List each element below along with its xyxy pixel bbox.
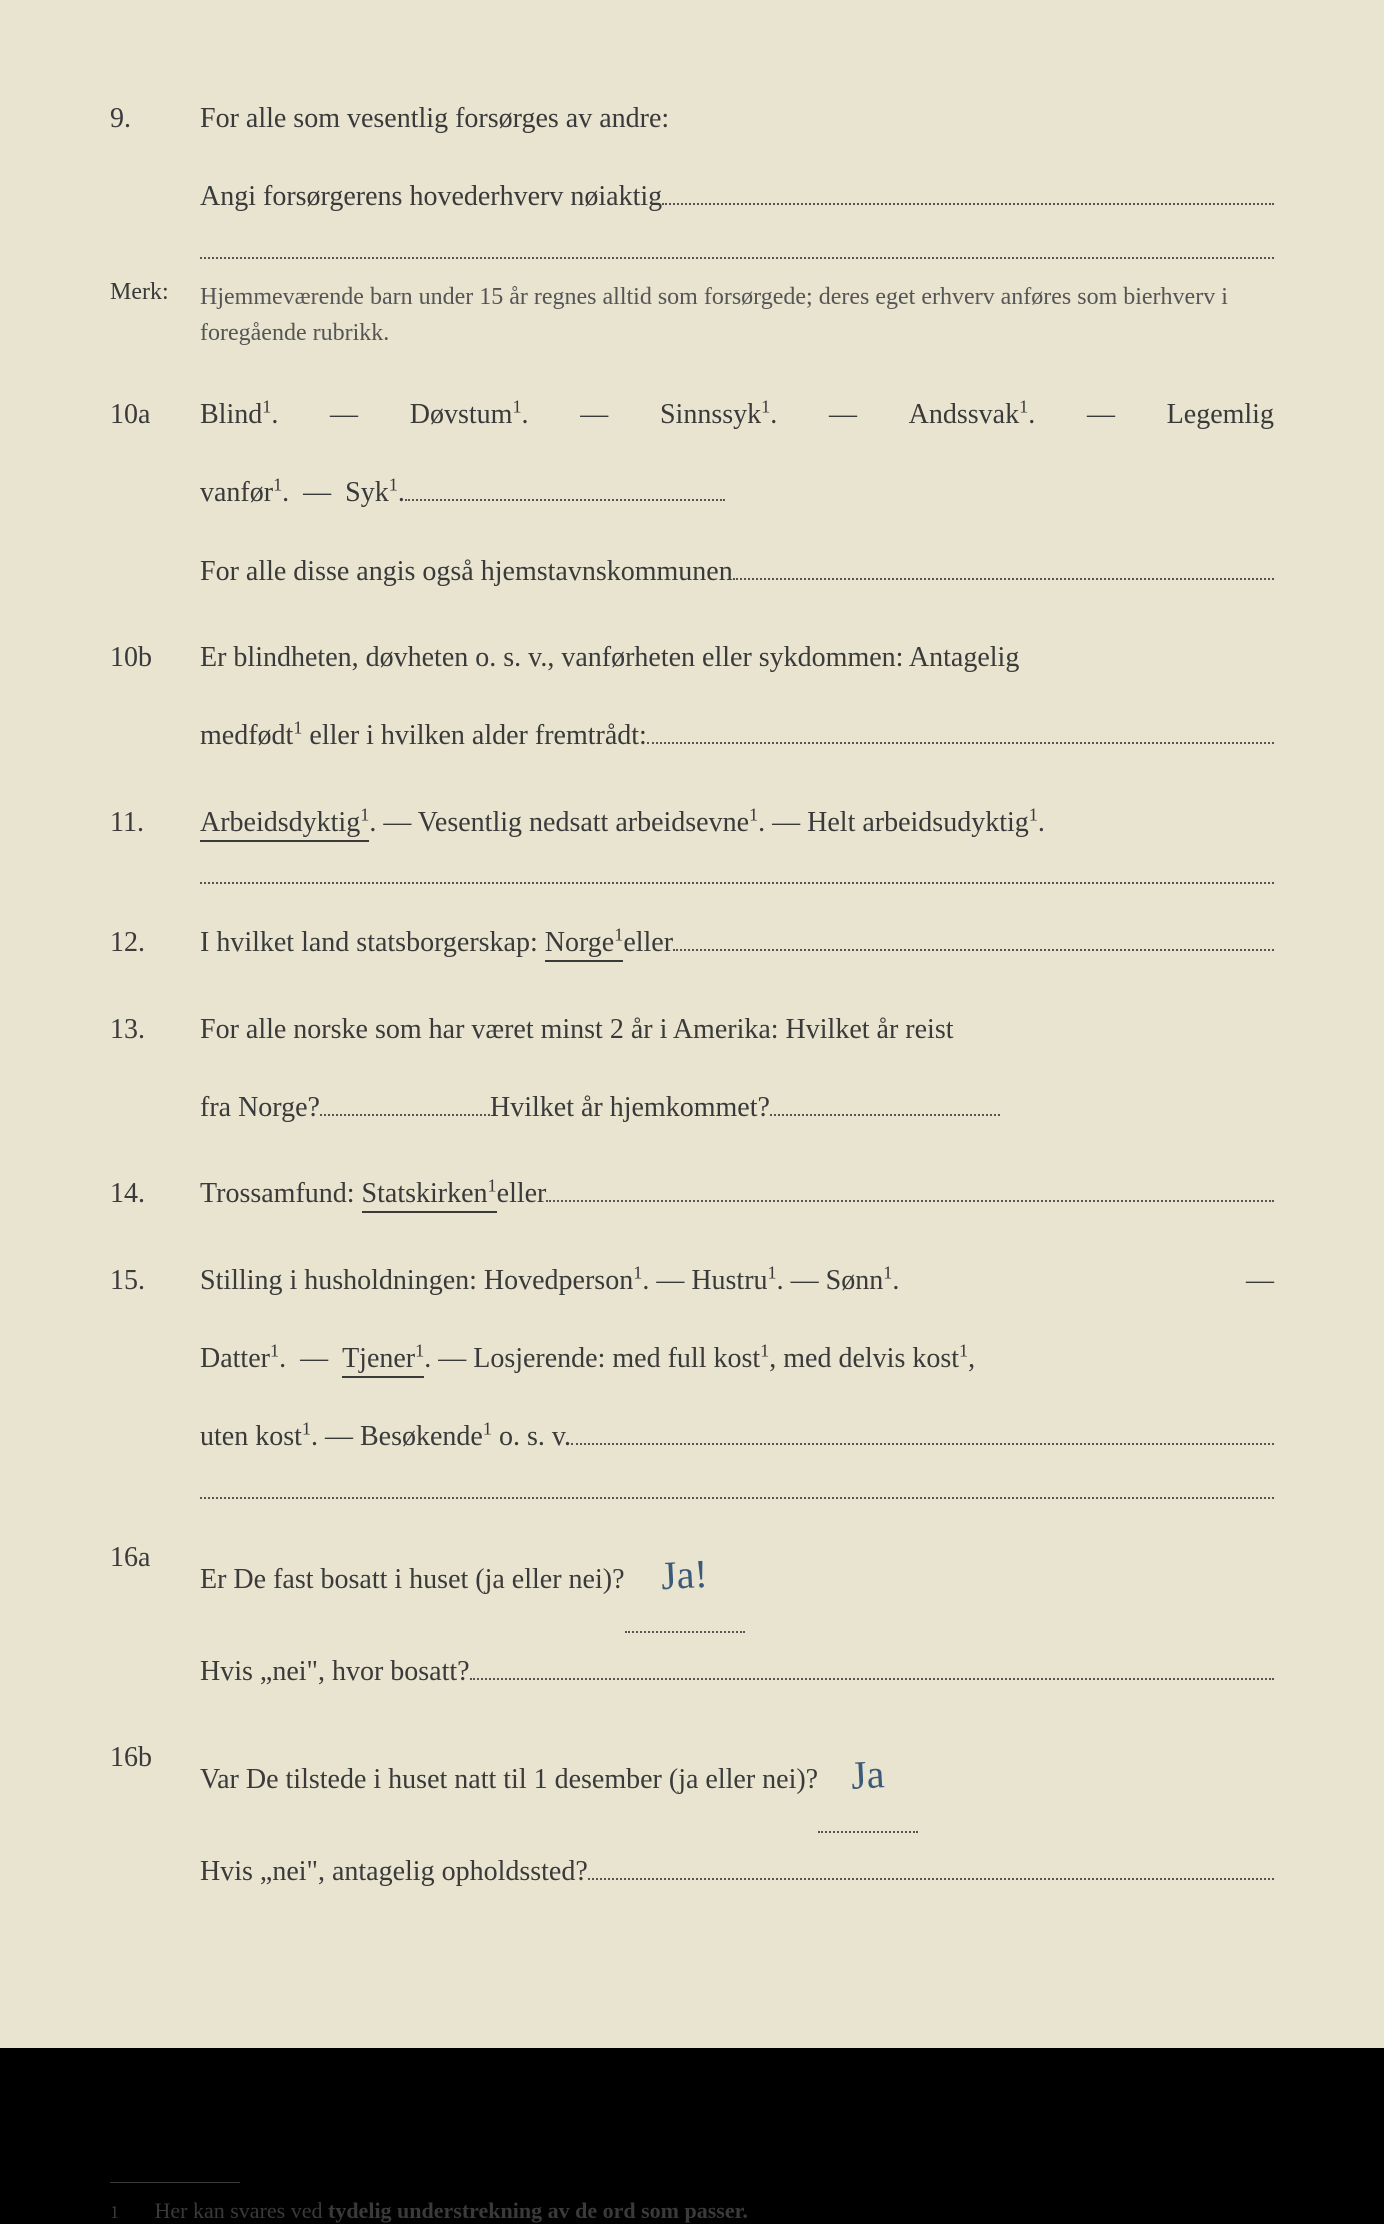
q12-content: I hvilket land statsborgerskap: Norge1 e… [200, 904, 1274, 982]
q16b-q: Var De tilstede i huset natt til 1 desem… [200, 1741, 818, 1819]
q15-line3: uten kost1. — Besøkende1 o. s. v. [200, 1398, 1274, 1476]
q14-post: eller [497, 1155, 547, 1233]
q10a-line2: vanfør1. — Syk1. [200, 454, 1274, 532]
merk-label: Merk: [110, 279, 200, 351]
footnote-text-bold: tydelig understrekning av de ord som pas… [328, 2198, 748, 2223]
q16b-number: 16b [110, 1719, 200, 1911]
footnote: 1 Her kan svares ved tydelig understrekn… [110, 2198, 1274, 2224]
q16a-q: Er De fast bosatt i huset (ja eller nei)… [200, 1541, 625, 1619]
q13-line2: fra Norge? Hvilket år hjemkommet? [200, 1069, 1274, 1147]
q9-line2: Angi forsørgerens hovederhverv nøiaktig [200, 158, 1274, 236]
divider [200, 257, 1274, 259]
question-14: 14. Trossamfund: Statskirken1 eller [110, 1155, 1274, 1233]
opt-dovstum: Døvstum1. [410, 376, 529, 454]
divider [200, 882, 1274, 884]
q11-number: 11. [110, 784, 200, 862]
q15-line1: Stilling i husholdningen: Hovedperson1. … [200, 1242, 1274, 1320]
blank-line [470, 1646, 1274, 1680]
q10a-line3: For alle disse angis også hjemstavnskomm… [200, 533, 1274, 611]
opt-norge: Norge1 [538, 904, 624, 982]
question-9: 9. For alle som vesentlig forsørges av a… [110, 80, 1274, 237]
q12-post: eller [623, 904, 673, 982]
opt-statskirken: Statskirken1 [355, 1155, 497, 1233]
q12-pre: I hvilket land statsborgerskap: [200, 904, 538, 982]
footnote-num: 1 [110, 2202, 119, 2222]
q10b-line1: Er blindheten, døvheten o. s. v., vanfør… [200, 619, 1274, 697]
q16b-answer-field: Ja [818, 1719, 918, 1833]
q13-line1: For alle norske som har været minst 2 år… [200, 991, 1274, 1069]
q15-content: Stilling i husholdningen: Hovedperson1. … [200, 1242, 1274, 1477]
q10b-content: Er blindheten, døvheten o. s. v., vanfør… [200, 619, 1274, 776]
question-10a: 10a Blind1. — Døvstum1. — Sinnssyk1. — A… [110, 376, 1274, 611]
question-13: 13. For alle norske som har været minst … [110, 991, 1274, 1148]
q16a-line2: Hvis „nei", hvor bosatt? [200, 1633, 1274, 1711]
q15-number: 15. [110, 1242, 200, 1477]
opt-blind: Blind1. [200, 376, 278, 454]
handwritten-ja-1: Ja! [658, 1518, 710, 1632]
opt-legemlig: Legemlig [1167, 376, 1274, 454]
footnote-rule [110, 2182, 240, 2183]
merk-text: Hjemmeværende barn under 15 år regnes al… [200, 279, 1274, 351]
opt-sinnssyk: Sinnssyk1. [660, 376, 777, 454]
document-page: 9. For alle som vesentlig forsørges av a… [0, 0, 1384, 2048]
question-12: 12. I hvilket land statsborgerskap: Norg… [110, 904, 1274, 982]
blank-line [770, 1082, 1000, 1116]
q9-line2-text: Angi forsørgerens hovederhverv nøiaktig [200, 158, 662, 236]
q10a-content: Blind1. — Døvstum1. — Sinnssyk1. — Andss… [200, 376, 1274, 611]
q9-line1: For alle som vesentlig forsørges av andr… [200, 80, 1274, 158]
q16a-line2-text: Hvis „nei", hvor bosatt? [200, 1633, 470, 1711]
q10a-line3-text: For alle disse angis også hjemstavnskomm… [200, 533, 733, 611]
blank-line [546, 1169, 1274, 1203]
q15-line2: Datter1. — Tjener1. — Losjerende: med fu… [200, 1320, 1274, 1398]
merk-note: Merk: Hjemmeværende barn under 15 år reg… [110, 279, 1274, 351]
question-11: 11. Arbeidsdyktig1. — Vesentlig nedsatt … [110, 784, 1274, 862]
question-10b: 10b Er blindheten, døvheten o. s. v., va… [110, 619, 1274, 776]
q10b-line2: medfødt1 eller i hvilken alder fremtrådt… [200, 697, 1274, 775]
opt-tjener: Tjener1 [342, 1343, 424, 1378]
q14-number: 14. [110, 1155, 200, 1233]
question-16a: 16a Er De fast bosatt i huset (ja eller … [110, 1519, 1274, 1711]
q16a-content: Er De fast bosatt i huset (ja eller nei)… [200, 1519, 1274, 1711]
q10a-number: 10a [110, 376, 200, 611]
q16a-answer-field: Ja! [625, 1519, 745, 1633]
q9-content: For alle som vesentlig forsørges av andr… [200, 80, 1274, 237]
footnote-text-pre: Her kan svares ved [155, 2198, 329, 2223]
blank-line [662, 172, 1274, 206]
q16a-number: 16a [110, 1519, 200, 1711]
q16b-content: Var De tilstede i huset natt til 1 desem… [200, 1719, 1274, 1911]
opt-arbeidsdyktig: Arbeidsdyktig1 [200, 807, 369, 842]
q14-content: Trossamfund: Statskirken1 eller [200, 1155, 1274, 1233]
q14-pre: Trossamfund: [200, 1155, 355, 1233]
q16a-line1: Er De fast bosatt i huset (ja eller nei)… [200, 1519, 1274, 1633]
blank-line [647, 711, 1274, 745]
blank-line [571, 1412, 1274, 1446]
q10a-line1: Blind1. — Døvstum1. — Sinnssyk1. — Andss… [200, 376, 1274, 454]
q13-line2b: Hvilket år hjemkommet? [490, 1069, 770, 1147]
q11-content: Arbeidsdyktig1. — Vesentlig nedsatt arbe… [200, 784, 1274, 862]
q13-line2a: fra Norge? [200, 1069, 320, 1147]
q10b-number: 10b [110, 619, 200, 776]
question-15: 15. Stilling i husholdningen: Hovedperso… [110, 1242, 1274, 1477]
q9-number: 9. [110, 80, 200, 237]
opt-vanfor: vanfør1. — Syk1. [200, 454, 405, 532]
handwritten-ja-2: Ja [849, 1718, 888, 1832]
blank-line [673, 918, 1274, 952]
blank-line [588, 1847, 1274, 1881]
q16b-line2-text: Hvis „nei", antagelig opholdssted? [200, 1833, 588, 1911]
q12-number: 12. [110, 904, 200, 982]
opt-andssvak: Andssvak1. [909, 376, 1036, 454]
q16b-line1: Var De tilstede i huset natt til 1 desem… [200, 1719, 1274, 1833]
blank-line [320, 1082, 490, 1116]
q16b-line2: Hvis „nei", antagelig opholdssted? [200, 1833, 1274, 1911]
blank-line [733, 546, 1274, 580]
q13-number: 13. [110, 991, 200, 1148]
q10b-line2-text: medfødt1 eller i hvilken alder fremtrådt… [200, 697, 647, 775]
divider [200, 1497, 1274, 1499]
question-16b: 16b Var De tilstede i huset natt til 1 d… [110, 1719, 1274, 1911]
q13-content: For alle norske som har været minst 2 år… [200, 991, 1274, 1148]
blank-line [405, 468, 725, 502]
